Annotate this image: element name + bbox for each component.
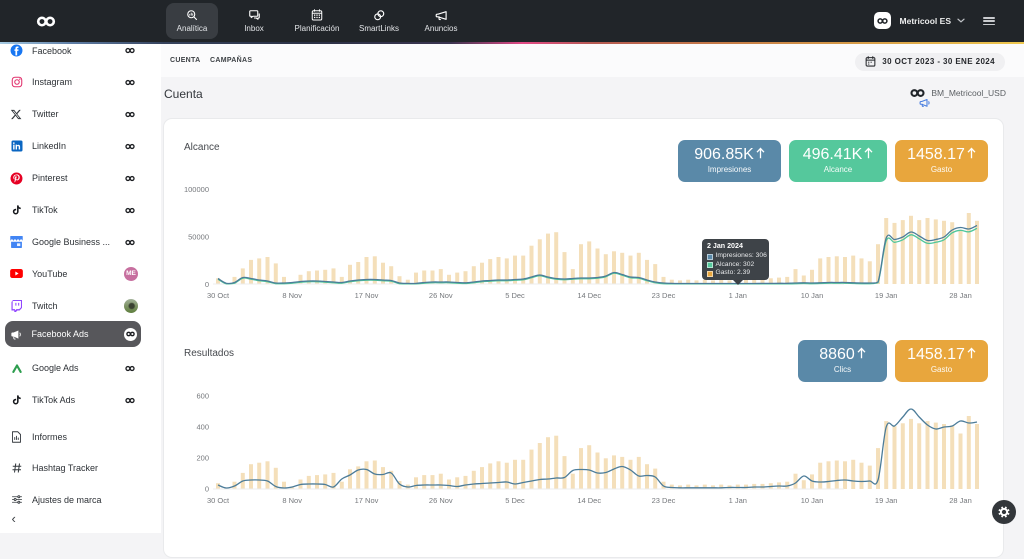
svg-text:0: 0 [205,485,209,494]
svg-text:600: 600 [196,392,209,401]
svg-text:400: 400 [196,423,209,432]
svg-text:19 Jan: 19 Jan [875,496,898,505]
svg-text:28 Jan: 28 Jan [949,496,972,505]
svg-text:8 Nov: 8 Nov [282,291,302,300]
svg-text:30 Oct: 30 Oct [207,496,230,505]
svg-text:100000: 100000 [184,185,209,194]
svg-text:1 Jan: 1 Jan [729,496,747,505]
svg-text:10 Jan: 10 Jan [801,496,824,505]
svg-text:8 Nov: 8 Nov [282,496,302,505]
svg-text:200: 200 [196,454,209,463]
svg-text:23 Dec: 23 Dec [652,496,676,505]
svg-text:14 Dec: 14 Dec [577,291,601,300]
svg-text:26 Nov: 26 Nov [429,496,453,505]
svg-text:1 Jan: 1 Jan [729,291,747,300]
svg-text:17 Nov: 17 Nov [355,291,379,300]
svg-text:14 Dec: 14 Dec [577,496,601,505]
svg-text:5 Dec: 5 Dec [505,496,525,505]
svg-text:0: 0 [205,280,209,289]
svg-text:50000: 50000 [188,233,209,242]
svg-text:5 Dec: 5 Dec [505,291,525,300]
svg-text:10 Jan: 10 Jan [801,291,824,300]
svg-text:23 Dec: 23 Dec [652,291,676,300]
svg-text:19 Jan: 19 Jan [875,291,898,300]
svg-text:26 Nov: 26 Nov [429,291,453,300]
svg-text:17 Nov: 17 Nov [355,496,379,505]
svg-text:30 Oct: 30 Oct [207,291,230,300]
svg-text:28 Jan: 28 Jan [949,291,972,300]
